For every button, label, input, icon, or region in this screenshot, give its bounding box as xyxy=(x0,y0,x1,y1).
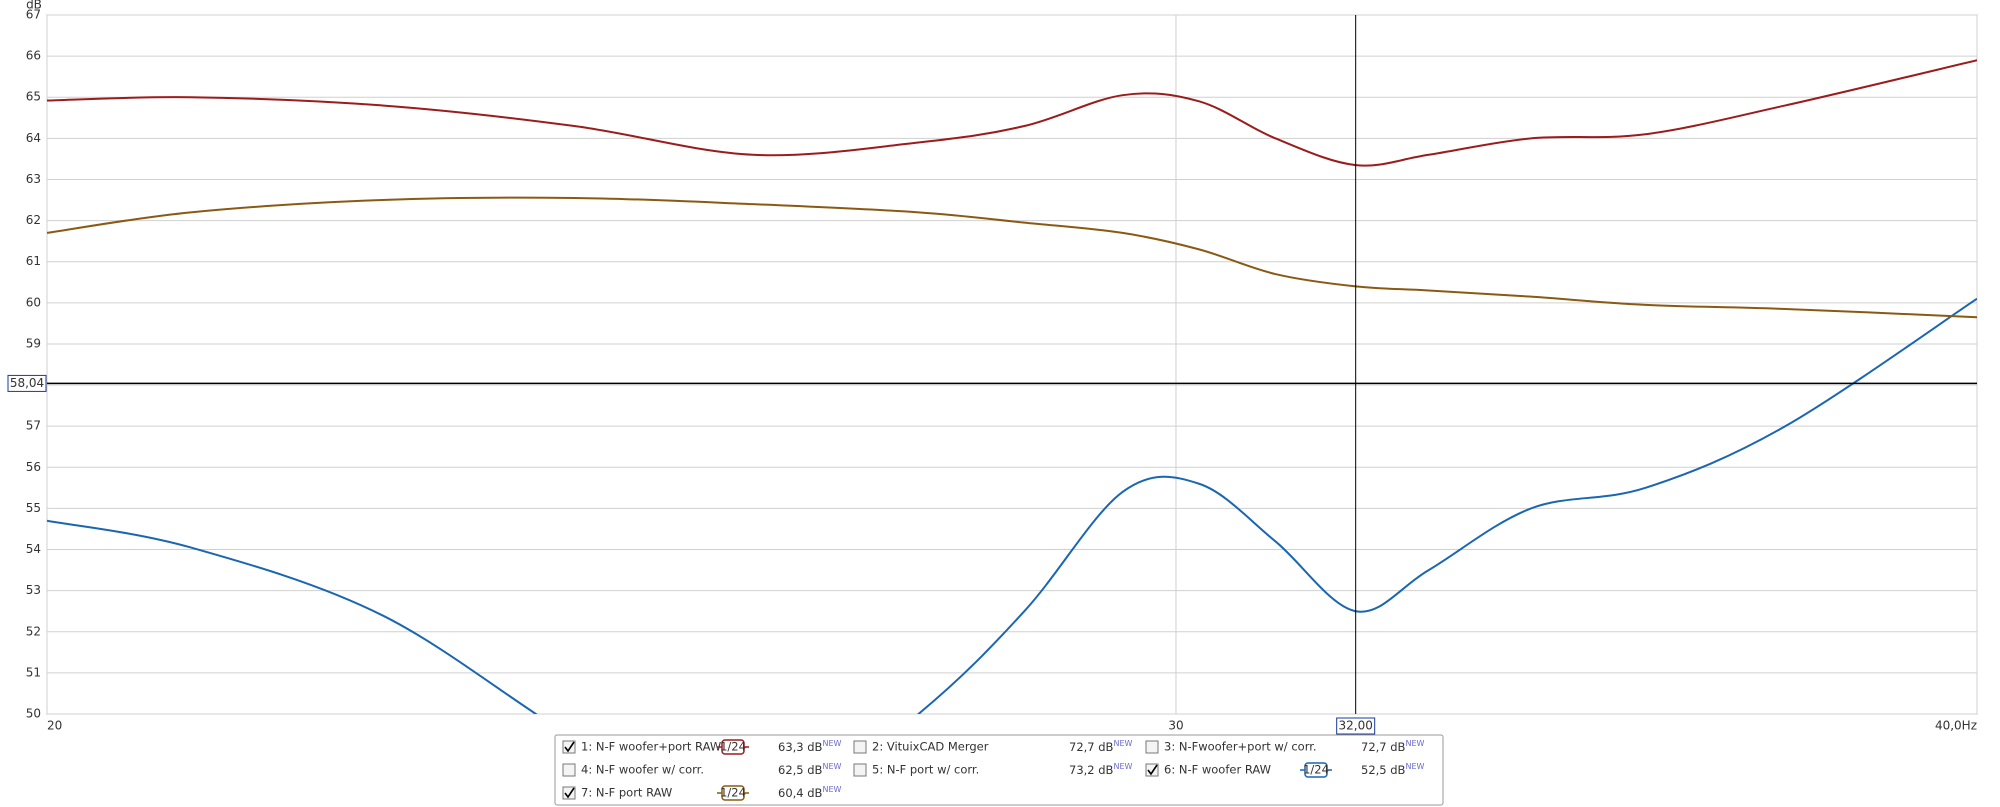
legend-checkbox[interactable] xyxy=(1145,740,1159,754)
smoothing-label: 1/24 xyxy=(720,786,746,800)
legend-reading: 72,7 dBNEW xyxy=(1069,739,1132,754)
y-tick-label: 63 xyxy=(26,172,41,186)
check-mark xyxy=(564,741,575,753)
y-tick-label: 57 xyxy=(26,419,41,433)
series-line xyxy=(47,196,1977,319)
legend-label: 2: VituixCAD Merger xyxy=(872,740,989,754)
legend-checkbox[interactable] xyxy=(562,763,576,777)
legend-checkbox[interactable] xyxy=(853,763,867,777)
cursor-y-box xyxy=(7,374,47,392)
reading-value: 72,7 dB xyxy=(1361,740,1406,754)
y-tick-label: 55 xyxy=(26,501,41,515)
y-tick-label: 52 xyxy=(26,624,41,638)
legend-reading: 73,2 dBNEW xyxy=(1069,762,1132,777)
plot-lines xyxy=(47,59,1977,714)
reading-value: 52,5 dB xyxy=(1361,763,1406,777)
reading-badge: NEW xyxy=(822,762,841,771)
smoothing-label: 1/24 xyxy=(720,740,746,754)
y-tick-label: 66 xyxy=(26,49,41,63)
plot-area xyxy=(46,14,1978,715)
legend-label: 5: N-F port w/ corr. xyxy=(872,763,979,777)
x-tick-label: 40,0Hz xyxy=(1935,719,1977,733)
reading-badge: NEW xyxy=(822,739,841,748)
smoothing-box xyxy=(721,739,745,755)
legend-label: 6: N-F woofer RAW xyxy=(1164,763,1271,777)
legend-reading: 63,3 dBNEW xyxy=(778,739,841,754)
legend-reading: 52,5 dBNEW xyxy=(1361,762,1424,777)
y-tick-label: 53 xyxy=(26,583,41,597)
legend-item[interactable]: 4: N-F woofer w/ corr. 62,5 dBNEW xyxy=(562,762,841,777)
y-tick-label: 54 xyxy=(26,542,41,556)
legend-item[interactable]: 2: VituixCAD Merger 72,7 dBNEW xyxy=(853,739,1132,754)
cursor-x-box xyxy=(1336,717,1376,735)
legend-label: 3: N-Fwoofer+port w/ corr. xyxy=(1164,740,1317,754)
y-tick-label: 67 xyxy=(26,8,41,22)
reading-value: 60,4 dB xyxy=(778,786,823,800)
y-tick-label: 59 xyxy=(26,336,41,350)
reading-badge: NEW xyxy=(1405,739,1424,748)
smoothing-box xyxy=(721,785,745,801)
reading-badge: NEW xyxy=(822,785,841,794)
y-tick-label: 50 xyxy=(26,707,41,721)
reading-badge: NEW xyxy=(1113,762,1132,771)
check-mark xyxy=(1147,764,1158,776)
y-tick-label: 64 xyxy=(26,131,41,145)
y-axis-label: dB xyxy=(26,0,42,12)
reading-badge: NEW xyxy=(1405,762,1424,771)
legend-checkbox[interactable] xyxy=(853,740,867,754)
cursor-y-label: 58,04 xyxy=(10,376,44,390)
check-mark xyxy=(564,787,575,799)
legend-label: 4: N-F woofer w/ corr. xyxy=(581,763,704,777)
legend-label: 7: N-F port RAW xyxy=(581,786,672,800)
reading-value: 62,5 dB xyxy=(778,763,823,777)
y-tick-label: 62 xyxy=(26,213,41,227)
x-tick-label: 20 xyxy=(47,719,62,733)
legend-reading: 60,4 dBNEW xyxy=(778,785,841,800)
y-tick-label: 61 xyxy=(26,254,41,268)
reading-value: 73,2 dB xyxy=(1069,763,1114,777)
y-tick-label: 65 xyxy=(26,90,41,104)
smoothing-box xyxy=(1304,762,1328,778)
reading-value: 72,7 dB xyxy=(1069,740,1114,754)
legend-item[interactable]: 7: N-F port RAW 1/24 60,4 dBNEW xyxy=(562,785,841,801)
y-tick-label: 60 xyxy=(26,295,41,309)
y-tick-label: 56 xyxy=(26,460,41,474)
reading-value: 63,3 dB xyxy=(778,740,823,754)
legend-reading: 62,5 dBNEW xyxy=(778,762,841,777)
legend-item[interactable]: 3: N-Fwoofer+port w/ corr. 72,7 dBNEW xyxy=(1145,739,1424,754)
legend-box xyxy=(554,734,1444,806)
legend-item[interactable]: 6: N-F woofer RAW 1/24 52,5 dBNEW xyxy=(1145,762,1424,778)
reading-badge: NEW xyxy=(1113,739,1132,748)
legend-label: 1: N-F woofer+port RAW xyxy=(581,740,721,754)
smoothing-label: 1/24 xyxy=(1303,763,1329,777)
series-line xyxy=(47,59,1977,167)
legend-item[interactable]: 5: N-F port w/ corr. 73,2 dBNEW xyxy=(853,762,1132,777)
legend-reading: 72,7 dBNEW xyxy=(1361,739,1424,754)
series-line xyxy=(47,297,1977,714)
cursor-x-label: 32,00 xyxy=(1338,719,1372,733)
x-tick-label: 30 xyxy=(1168,719,1183,733)
y-tick-label: 51 xyxy=(26,665,41,679)
